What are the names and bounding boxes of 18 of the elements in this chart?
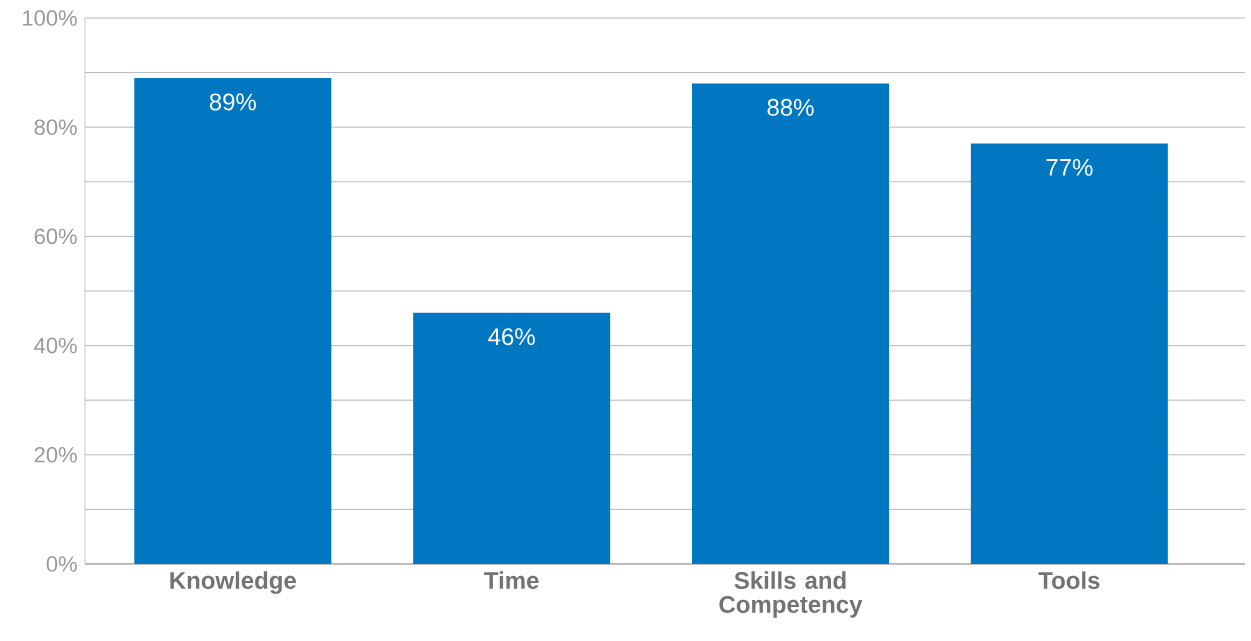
data-label: 89% — [209, 93, 256, 111]
y-tick-label: 20% — [34, 446, 77, 463]
data-label: 46% — [488, 328, 535, 346]
data-label: 88% — [767, 98, 814, 116]
x-tick-label: Tools — [1038, 571, 1100, 589]
bar — [970, 143, 1168, 564]
y-tick-label: 60% — [34, 228, 77, 245]
data-label: 77% — [1046, 158, 1093, 176]
y-tick-label: 0% — [46, 556, 77, 572]
bar — [413, 312, 611, 564]
y-tick-label: 80% — [34, 119, 77, 135]
x-tick-label: Knowledge — [170, 571, 296, 594]
x-tick-label: Skills and Competency — [719, 571, 863, 618]
bar — [691, 83, 889, 564]
bar — [134, 78, 332, 564]
x-tick-label: Time — [484, 571, 539, 589]
y-tick-label: 40% — [34, 337, 77, 354]
y-tick-label: 100% — [23, 10, 77, 26]
